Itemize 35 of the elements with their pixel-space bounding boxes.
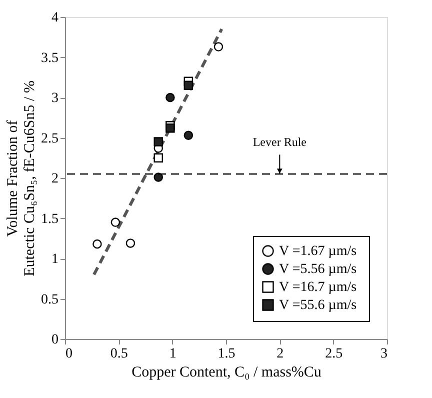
point (166, 92, 175, 102)
x-tick-label: 1 (169, 346, 176, 362)
point (154, 172, 164, 182)
point (184, 80, 194, 90)
legend-label: V =55.6 µm/s (279, 298, 357, 313)
text: Volume Fraction of (5, 120, 21, 237)
y-tick-label: 1.5 (41, 212, 58, 227)
point (154, 153, 164, 163)
point (154, 137, 164, 146)
point (92, 239, 102, 249)
x-axis-title: Copper Content, C₀ / mass%Cu (132, 364, 322, 380)
y-tick-label: 4 (52, 10, 58, 26)
legend-label: V =1.67 µm/s (279, 244, 357, 259)
point (214, 42, 224, 52)
x-tick-label: 1.5 (218, 346, 236, 362)
point (166, 123, 175, 133)
x-tick-label: 0 (66, 346, 72, 362)
legend-label: V =16.7 µm/s (279, 280, 357, 295)
point (110, 218, 120, 227)
y-tick-label: 2 (52, 172, 58, 186)
y-tick-label: 0.5 (41, 292, 58, 308)
x-tick-label: 3 (380, 346, 388, 362)
point (126, 238, 136, 248)
text: Eutectic Cu₆Sn₅, fE-Cu6Sn5 / % (22, 80, 38, 276)
legend-label: V =5.56 µm/s (279, 262, 357, 277)
point (184, 130, 194, 140)
x-tick-label: 2 (276, 346, 284, 362)
y-tick-label: 0 (52, 332, 58, 348)
y-tick-label: 1 (52, 252, 58, 267)
x-tick-label: 2.5 (325, 346, 343, 362)
ref-line-label: Lever Rule (252, 135, 306, 150)
y-tick-label: 2.5 (41, 131, 58, 146)
x-tick-label: 0.5 (110, 346, 128, 362)
y-tick-label: 3 (52, 91, 58, 106)
y-tick-label: 3.5 (41, 50, 58, 66)
